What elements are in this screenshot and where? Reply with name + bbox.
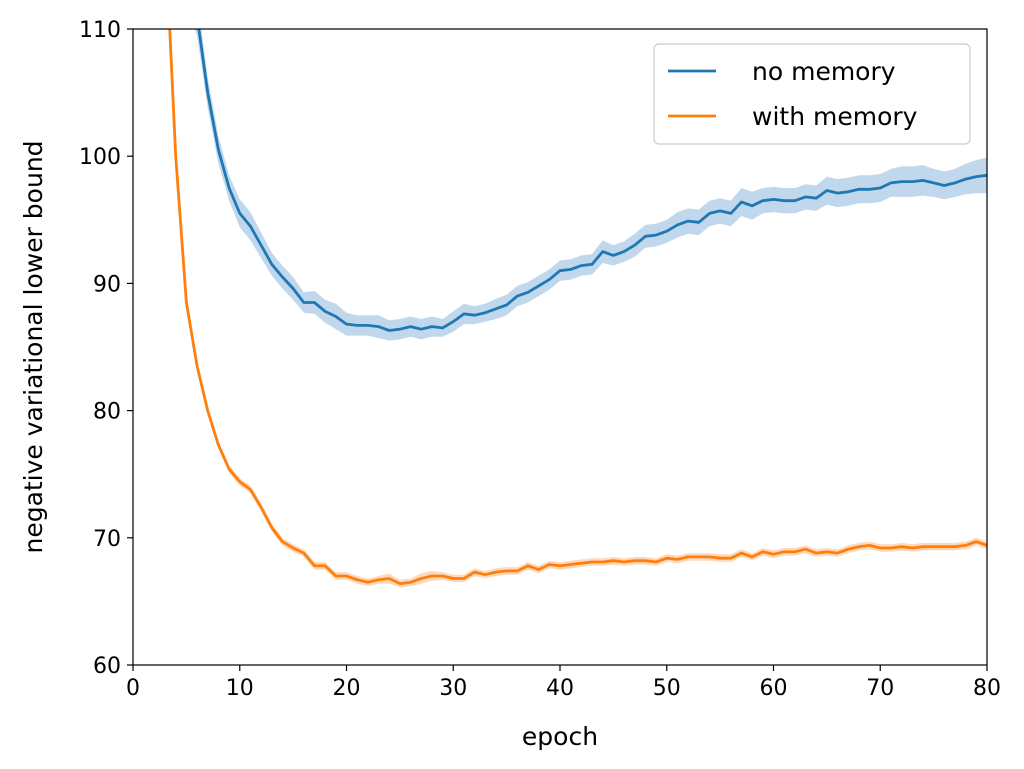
legend: no memory with memory [653,43,971,145]
series-lines [168,29,987,585]
x-tick-label: 60 [760,676,788,701]
x-tick-label: 20 [333,676,361,701]
y-tick-label: 90 [93,272,121,297]
y-axis-label: negative variational lower bound [19,140,48,553]
legend-label-no-memory: no memory [752,57,896,86]
y-tick-label: 70 [93,527,121,552]
x-tick-label: 80 [973,676,1001,701]
x-axis: 0 10 20 30 40 50 60 70 80 [126,665,1001,701]
y-tick-label: 100 [79,145,121,170]
x-tick-label: 0 [126,676,140,701]
y-axis: 60 70 80 90 100 110 [79,18,133,679]
x-tick-label: 10 [226,676,254,701]
x-tick-label: 40 [546,676,574,701]
series-line-no-memory [197,29,987,332]
x-tick-label: 30 [439,676,467,701]
x-tick-label: 50 [653,676,681,701]
legend-label-with-memory: with memory [752,102,918,131]
confidence-bands [169,29,987,588]
band-no-memory [194,29,987,341]
series-line-with-memory [168,29,987,585]
y-tick-label: 60 [93,654,121,679]
x-tick-label: 70 [866,676,894,701]
y-tick-label: 80 [93,400,121,425]
legend-box [653,43,971,145]
x-axis-label: epoch [522,722,598,751]
y-tick-label: 110 [79,18,121,43]
